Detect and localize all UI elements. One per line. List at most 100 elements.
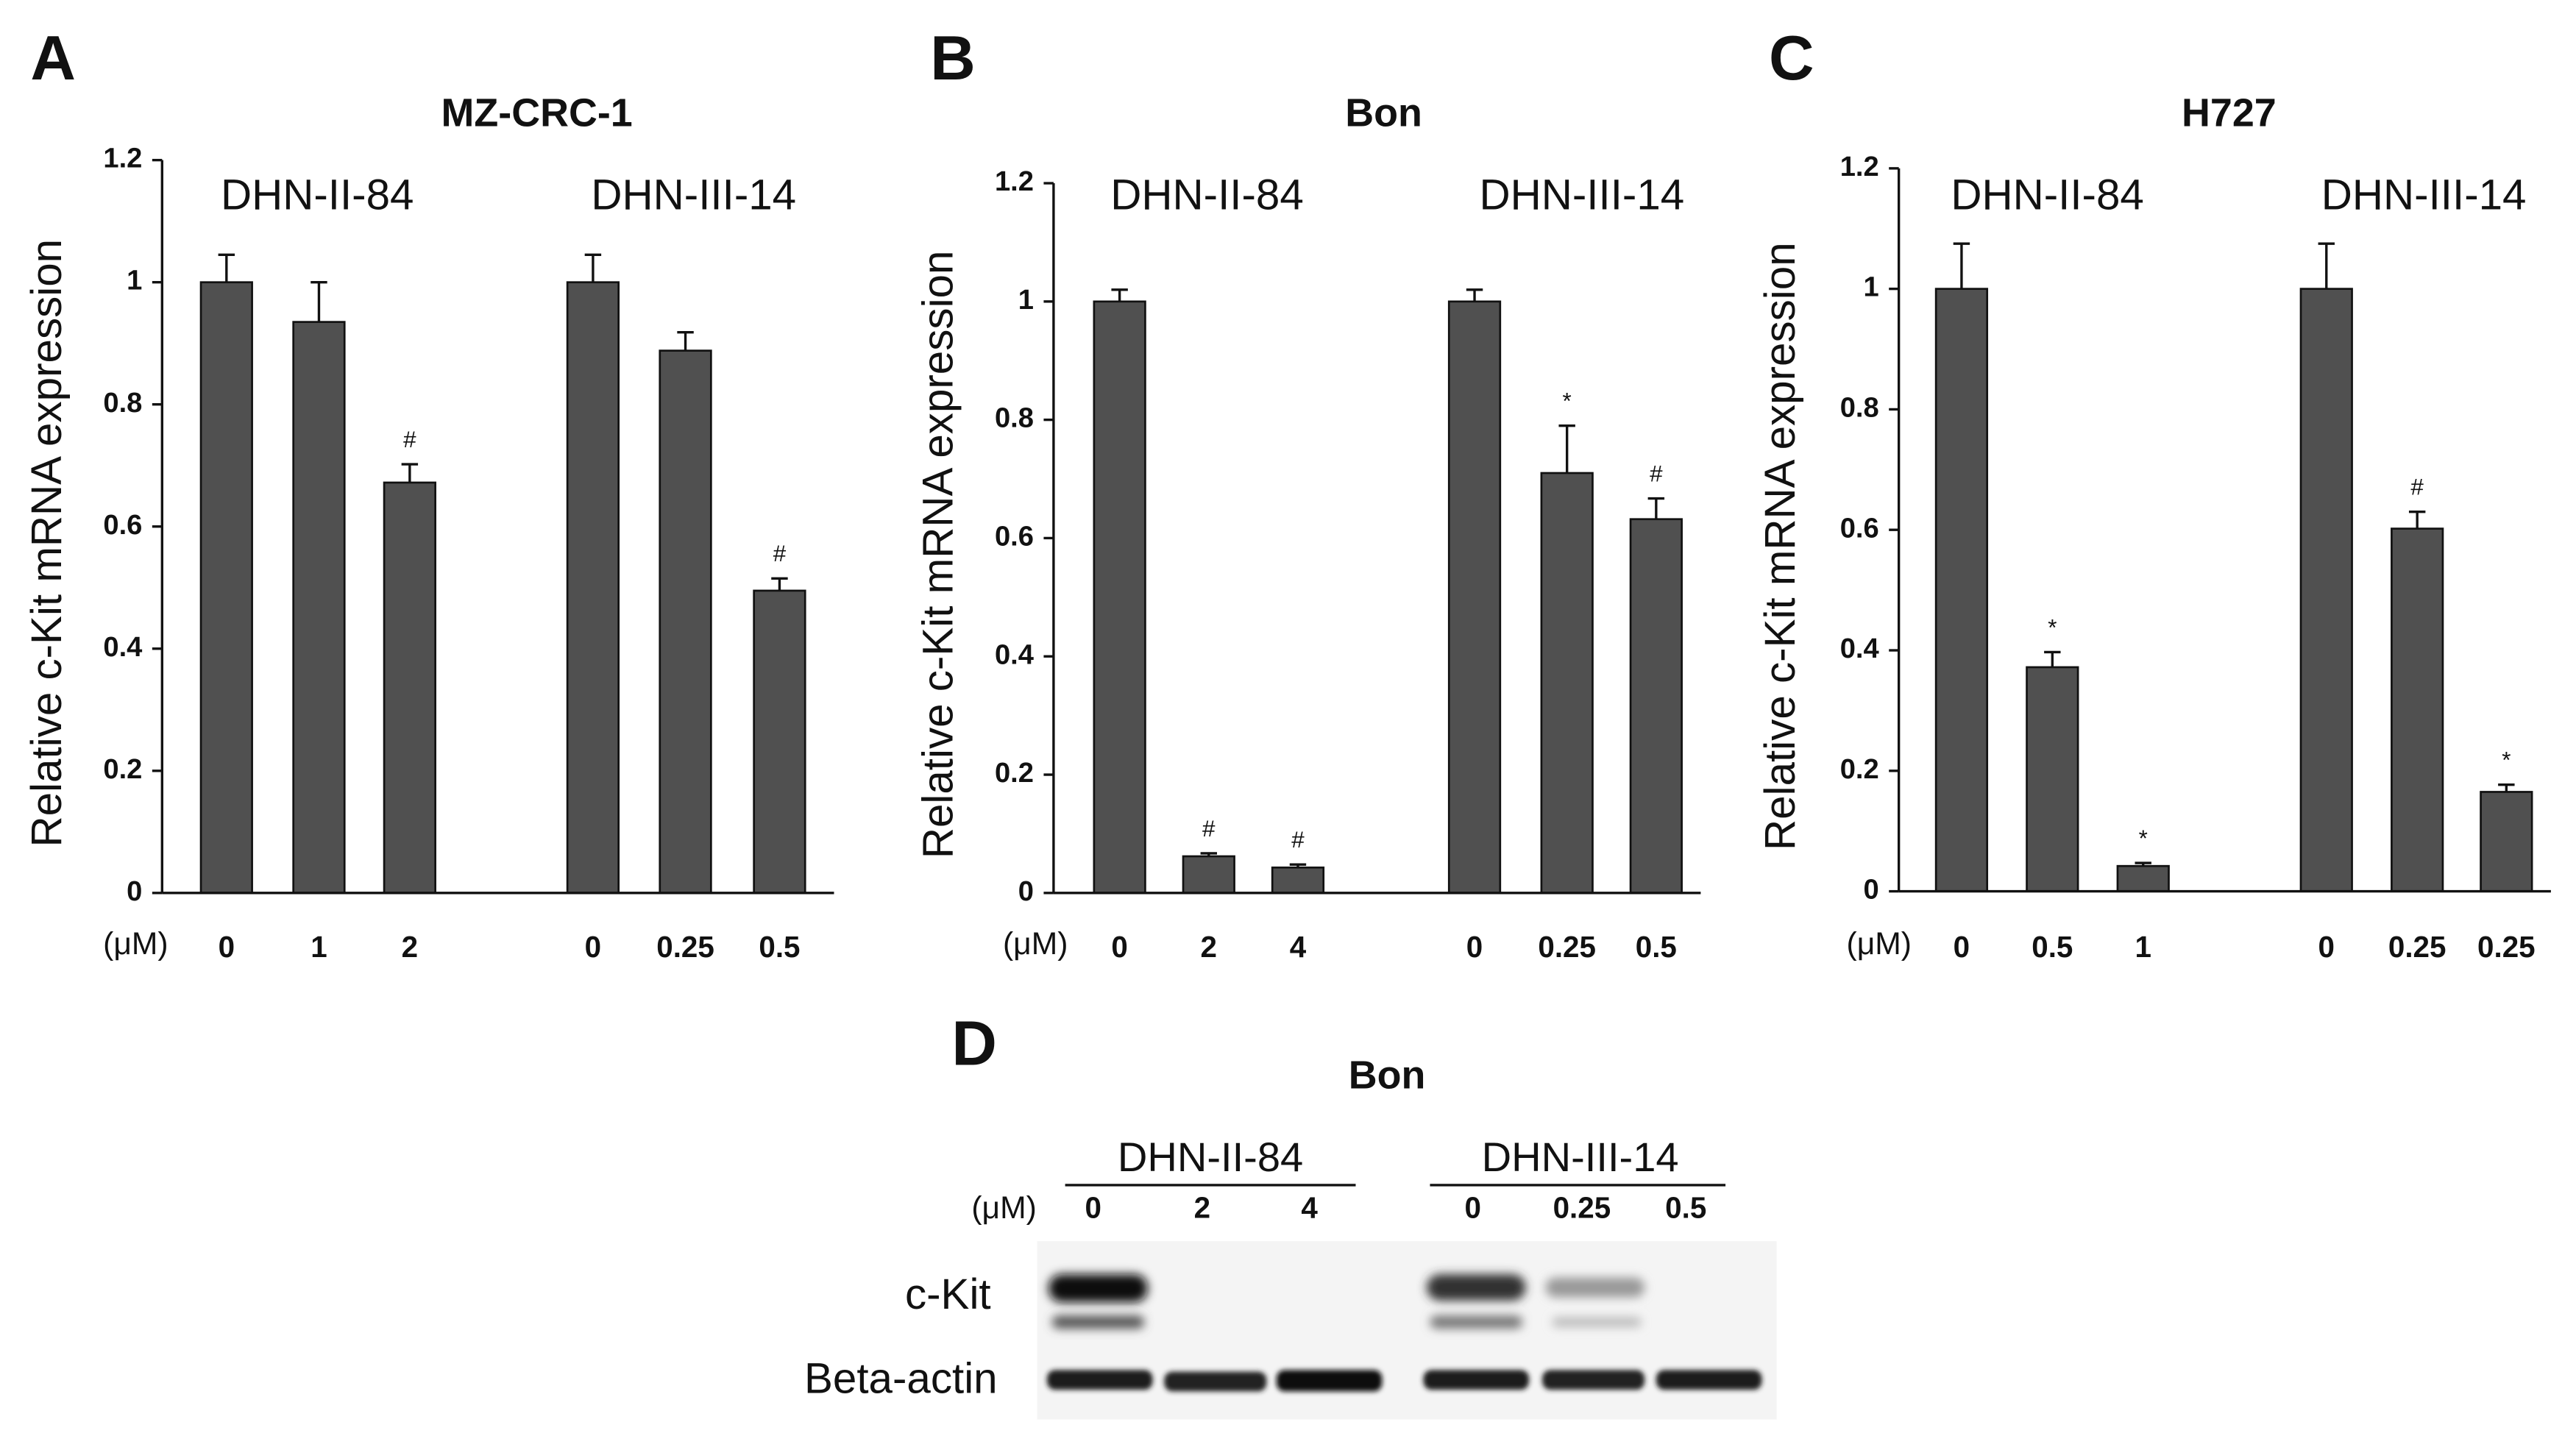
- group-label: DHN-II-84: [1118, 1134, 1303, 1180]
- y-tick-label: 0.8: [995, 402, 1034, 434]
- x-tick-label: 0.25: [656, 930, 714, 964]
- y-tick-label: 1.2: [995, 166, 1034, 197]
- significance-marker: *: [2139, 825, 2148, 851]
- x-tick-label: 0: [1111, 930, 1127, 964]
- blot-title: Bon: [1349, 1053, 1426, 1097]
- group-label: DHN-II-84: [221, 171, 414, 219]
- x-tick-label: 0.25: [1538, 930, 1596, 964]
- bar: [2391, 527, 2444, 892]
- significance-marker: #: [1202, 816, 1216, 842]
- bar: [383, 481, 436, 895]
- y-axis-label: Relative c-Kit mRNA expression: [23, 239, 71, 847]
- x-tick-label: 2: [1201, 930, 1217, 964]
- y-tick-label: 1: [1018, 284, 1034, 316]
- bar: [2026, 666, 2079, 892]
- y-tick-label: 0.4: [995, 639, 1034, 670]
- x-tick-label: 0.25: [2388, 930, 2447, 964]
- lane-label: 4: [1301, 1190, 1318, 1224]
- y-tick-label: 0: [1864, 874, 1879, 906]
- y-tick-label: 0.2: [103, 753, 142, 785]
- bar: [2116, 864, 2170, 892]
- y-tick-label: 0: [127, 875, 142, 907]
- x-tick-label: 0.25: [2477, 930, 2536, 964]
- x-tick-label: 0.5: [759, 930, 800, 964]
- y-tick-label: 0.6: [103, 509, 142, 541]
- y-axis-label: Relative c-Kit mRNA expression: [915, 251, 962, 859]
- y-tick-label: 0.8: [103, 387, 142, 419]
- x-tick-label: 0: [1954, 930, 1970, 964]
- y-tick-label: 0.4: [103, 631, 142, 663]
- significance-marker: *: [2048, 614, 2057, 640]
- chart-title: MZ-CRC-1: [441, 90, 633, 135]
- y-axis-label: Relative c-Kit mRNA expression: [1756, 242, 1804, 850]
- bar: [199, 281, 253, 895]
- lane-label: 0: [1085, 1190, 1101, 1224]
- group-label: DHN-III-14: [591, 171, 796, 219]
- bar: [1271, 866, 1325, 895]
- significance-marker: #: [2410, 474, 2424, 500]
- significance-marker: #: [403, 427, 416, 452]
- panel-letter: C: [1769, 24, 1814, 93]
- row-label: c-Kit: [905, 1270, 991, 1318]
- x-tick-label: 0: [219, 930, 235, 964]
- bar: [1182, 855, 1235, 895]
- y-tick-label: 0.6: [995, 521, 1034, 552]
- y-tick-label: 0.2: [995, 757, 1034, 789]
- bar: [659, 349, 712, 895]
- x-tick-label: 0: [2318, 930, 2335, 964]
- group-label: DHN-II-84: [1110, 171, 1304, 219]
- y-tick-label: 0: [1018, 875, 1034, 907]
- unit-label: (μM): [103, 926, 168, 962]
- bar: [2299, 288, 2353, 892]
- unit-label: (μM): [1003, 926, 1068, 962]
- group-label: DHN-II-84: [1951, 171, 2144, 219]
- x-tick-label: 1: [311, 930, 327, 964]
- lane-label: 0: [1465, 1190, 1481, 1224]
- lane-label: 0.5: [1665, 1190, 1706, 1224]
- x-tick-label: 0: [585, 930, 601, 964]
- x-tick-label: 1: [2135, 930, 2151, 964]
- group-label: DHN-III-14: [1480, 171, 1685, 219]
- x-tick-label: 0.5: [2032, 930, 2073, 964]
- bar: [1093, 300, 1146, 895]
- significance-marker: *: [2502, 747, 2511, 773]
- blot-panel: D Bon DHN-II-84 DHN-III-14 (μM) 0 2 4 0 …: [804, 1009, 1777, 1420]
- bands: [1049, 1274, 1645, 1329]
- x-tick-label: 0: [1466, 930, 1483, 964]
- lane-label: 2: [1194, 1190, 1210, 1224]
- y-tick-label: 0.8: [1840, 392, 1879, 424]
- bar: [1629, 518, 1683, 895]
- bar: [753, 589, 806, 895]
- y-tick-label: 0.6: [1840, 512, 1879, 544]
- unit-label: (μM): [971, 1190, 1036, 1226]
- unit-label: (μM): [1847, 926, 1912, 962]
- x-tick-label: 2: [402, 930, 418, 964]
- bar: [1447, 300, 1502, 895]
- bar: [2480, 791, 2533, 892]
- chart-title: H727: [2182, 90, 2277, 135]
- bar: [1934, 288, 1989, 892]
- panel-letter: B: [930, 24, 976, 93]
- y-tick-label: 1: [127, 265, 142, 296]
- panel-letter: D: [951, 1009, 997, 1078]
- y-tick-label: 0.2: [1840, 753, 1879, 785]
- y-tick-label: 0.4: [1840, 633, 1879, 664]
- row-label: Beta-actin: [804, 1354, 998, 1402]
- significance-marker: *: [1563, 388, 1572, 414]
- significance-marker: #: [1650, 461, 1663, 486]
- blot-image: [1037, 1241, 1777, 1420]
- bar: [1540, 472, 1594, 895]
- group-label: DHN-III-14: [2321, 171, 2527, 219]
- chart-title: Bon: [1345, 90, 1422, 135]
- x-tick-label: 4: [1290, 930, 1307, 964]
- y-tick-label: 1.2: [103, 143, 142, 174]
- significance-marker: #: [1291, 827, 1305, 853]
- group-label: DHN-III-14: [1482, 1134, 1679, 1180]
- significance-marker: #: [773, 541, 787, 566]
- lane-label: 0.25: [1553, 1190, 1611, 1224]
- bar: [566, 281, 620, 895]
- x-tick-label: 0.5: [1636, 930, 1677, 964]
- y-tick-label: 1.2: [1840, 151, 1879, 182]
- bar: [292, 321, 346, 895]
